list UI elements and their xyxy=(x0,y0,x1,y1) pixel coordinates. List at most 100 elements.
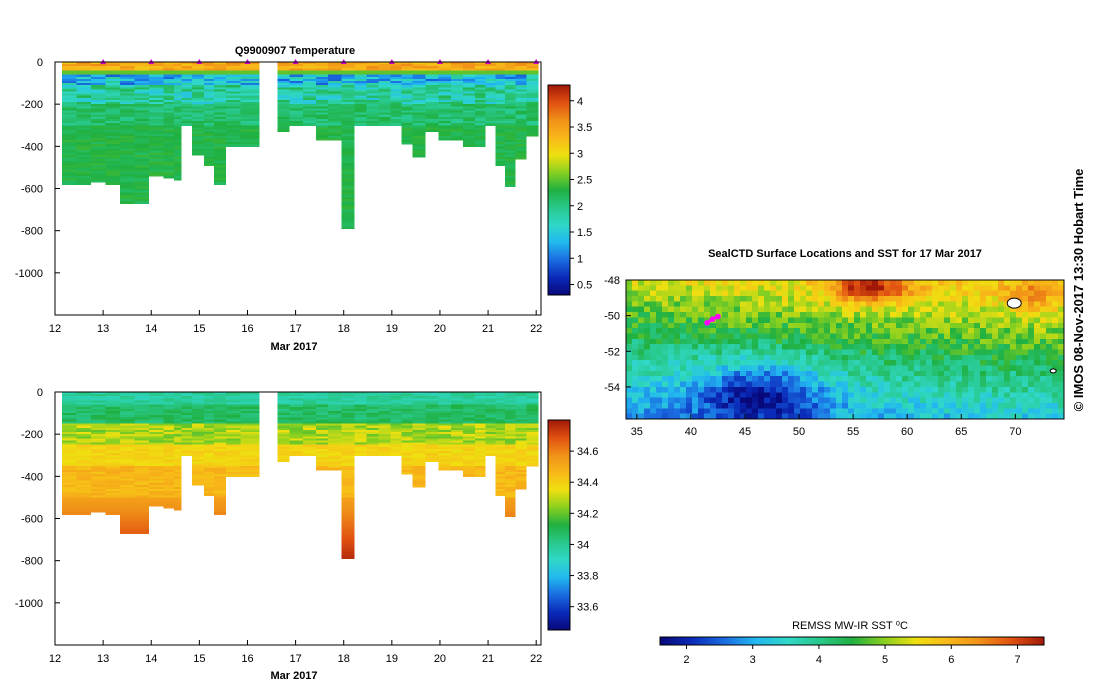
section-cell xyxy=(148,104,164,107)
section-cell xyxy=(462,413,475,416)
section-cell xyxy=(62,497,77,501)
section-cell xyxy=(225,142,241,145)
section-cell xyxy=(204,493,214,496)
section-cell xyxy=(438,413,451,416)
section-cell xyxy=(62,448,77,452)
section-cell xyxy=(474,398,486,401)
sst-cell xyxy=(788,328,795,335)
section-cell xyxy=(390,410,402,414)
section-cell xyxy=(504,74,516,78)
sst-cell xyxy=(788,317,795,324)
section-cell xyxy=(277,87,290,90)
section-cell xyxy=(495,78,505,82)
sst-cell xyxy=(938,328,945,335)
section-cell xyxy=(401,408,413,412)
section-cell xyxy=(316,68,329,71)
sst-cell xyxy=(1034,280,1041,286)
section-cell xyxy=(515,140,527,143)
section-cell xyxy=(495,463,505,467)
section-cell xyxy=(192,402,205,406)
section-cell xyxy=(174,78,182,82)
section-cell xyxy=(354,408,367,412)
section-cell xyxy=(192,68,205,71)
section-cell xyxy=(390,448,402,452)
section-cell xyxy=(240,402,260,406)
section-cell xyxy=(240,440,260,444)
sst-cell xyxy=(890,370,897,377)
section-cell xyxy=(526,448,539,452)
section-cell xyxy=(341,137,355,141)
section-cell xyxy=(504,116,516,120)
section-cell xyxy=(341,461,355,465)
section-cell xyxy=(485,396,496,399)
sst-cell xyxy=(644,354,651,361)
section-cell xyxy=(119,199,135,202)
sst-cell xyxy=(938,338,945,345)
section-cell xyxy=(192,427,205,431)
section-cell xyxy=(354,419,367,423)
section-cell xyxy=(134,76,149,80)
section-cell xyxy=(105,419,120,423)
sst-cell xyxy=(950,365,957,372)
section-cell xyxy=(412,127,426,130)
section-cell xyxy=(390,80,402,84)
section-cell xyxy=(148,116,164,120)
section-cell xyxy=(213,505,226,509)
section-cell xyxy=(474,144,486,147)
sst-cell xyxy=(1034,354,1041,361)
section-cell xyxy=(119,68,135,71)
section-cell xyxy=(412,396,426,399)
section-cell xyxy=(341,400,355,404)
section-cell xyxy=(76,158,92,162)
section-cell xyxy=(462,123,475,126)
section-cell xyxy=(412,474,426,477)
section-cell xyxy=(105,488,120,492)
section-cell xyxy=(504,459,516,463)
sst-cell xyxy=(818,392,825,399)
section-cell xyxy=(504,78,516,82)
sst-cell xyxy=(752,344,759,351)
section-cell xyxy=(302,444,317,448)
section-cell xyxy=(91,110,106,114)
sst-cell xyxy=(860,392,867,399)
sst-cell xyxy=(644,360,651,367)
sst-cell xyxy=(758,285,765,292)
section-cell xyxy=(390,396,402,399)
sst-cell xyxy=(710,306,717,313)
sst-cell xyxy=(1034,370,1041,377)
section-cell xyxy=(526,421,539,425)
sst-cell xyxy=(734,285,741,292)
section-cell xyxy=(401,429,413,433)
section-cell xyxy=(148,503,164,507)
section-cell xyxy=(401,461,413,465)
section-cell xyxy=(504,503,516,507)
sst-cell xyxy=(932,306,939,313)
section-cell xyxy=(328,467,342,471)
section-cell xyxy=(76,171,92,175)
section-cell xyxy=(204,123,214,126)
section-cell xyxy=(412,135,426,139)
section-cell xyxy=(495,432,505,435)
section-cell xyxy=(240,95,260,99)
section-cell xyxy=(495,482,505,486)
sst-cell xyxy=(1046,285,1053,292)
section-cell xyxy=(62,76,77,80)
sst-cell xyxy=(920,328,927,335)
section-cell xyxy=(438,392,451,395)
sst-cell xyxy=(872,328,879,335)
sst-cell xyxy=(860,365,867,372)
section-cell xyxy=(204,413,214,416)
section-cell xyxy=(192,102,205,105)
sst-cell xyxy=(638,328,645,335)
section-cell xyxy=(148,444,164,448)
section-cell xyxy=(174,175,182,179)
sst-cell xyxy=(752,386,759,393)
section-cell xyxy=(328,446,342,450)
section-cell xyxy=(366,93,379,97)
section-cell xyxy=(354,421,367,425)
section-cell xyxy=(277,91,290,95)
section-cell xyxy=(438,64,451,67)
section-cell xyxy=(289,436,303,439)
sst-cell xyxy=(1058,312,1065,319)
section-cell xyxy=(192,419,205,423)
